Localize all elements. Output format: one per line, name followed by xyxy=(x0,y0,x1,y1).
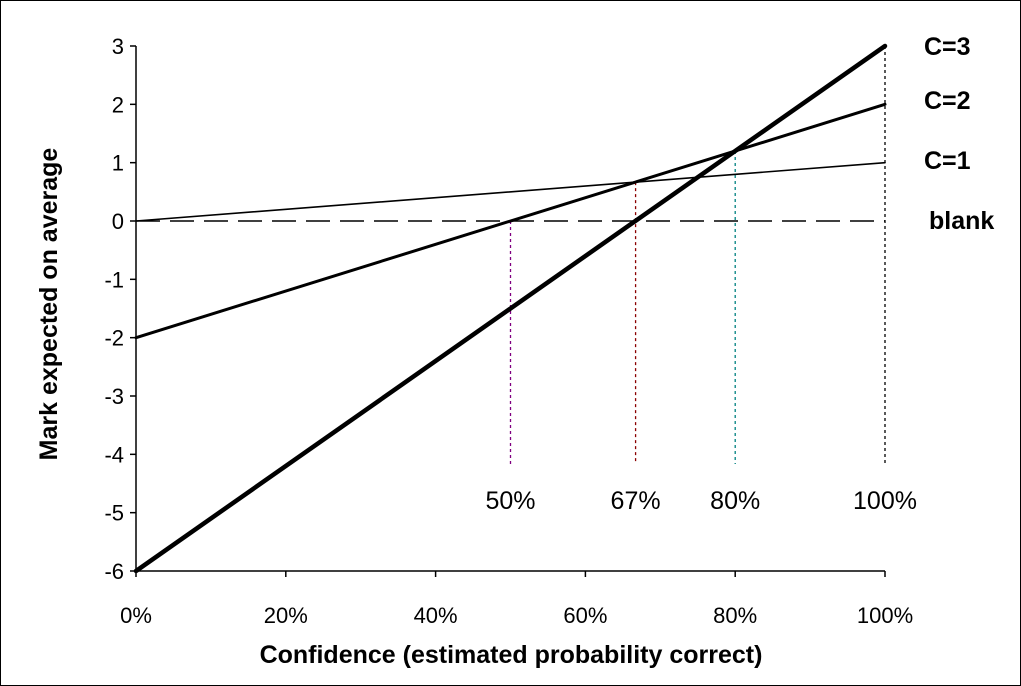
y-tick-label: -4 xyxy=(104,442,124,467)
y-tick-label: -3 xyxy=(104,384,124,409)
reference-labels: 50% 67% 80% 100% xyxy=(485,487,917,515)
series-label-c-2: C=2 xyxy=(924,87,971,115)
series-line-c-1 xyxy=(135,161,886,222)
y-tick-label: 3 xyxy=(112,34,124,59)
y-tick-label: -1 xyxy=(104,267,124,292)
reference-label-80: 80% xyxy=(710,487,760,515)
reference-label-100: 100% xyxy=(853,487,917,515)
y-axis-title: Mark expected on average xyxy=(35,148,63,461)
series-line-c-3 xyxy=(133,43,888,574)
series-labels: C=3 C=2 C=1 blank xyxy=(924,33,994,235)
reference-label-67: 67% xyxy=(611,487,661,515)
x-tick-label: 0% xyxy=(120,603,152,628)
y-tick-label: 0 xyxy=(112,209,124,234)
reference-lines xyxy=(509,46,886,464)
series-label-blank: blank xyxy=(929,207,994,235)
tick-labels: -6 -5 -4 -3 -2 -1 0 1 2 3 0% 20% 40% 60% 80% 100% xyxy=(104,34,913,628)
x-axis-title: Confidence (estimated probability correc… xyxy=(260,641,763,669)
x-tick-label: 40% xyxy=(414,603,458,628)
y-tick-label: -6 xyxy=(104,559,124,584)
x-tick-label: 100% xyxy=(857,603,913,628)
y-tick-label: 2 xyxy=(112,92,124,117)
series-label-c-1: C=1 xyxy=(924,147,971,175)
x-tick-label: 20% xyxy=(264,603,308,628)
x-tick-label: 80% xyxy=(713,603,757,628)
y-tick-label: -2 xyxy=(104,326,124,351)
x-tick-label: 60% xyxy=(563,603,607,628)
series-lines xyxy=(133,43,888,574)
axes xyxy=(130,45,886,577)
y-tick-label: 1 xyxy=(112,151,124,176)
series-label-c-3: C=3 xyxy=(924,33,971,61)
y-tick-label: -5 xyxy=(104,501,124,526)
reference-label-50: 50% xyxy=(485,487,535,515)
